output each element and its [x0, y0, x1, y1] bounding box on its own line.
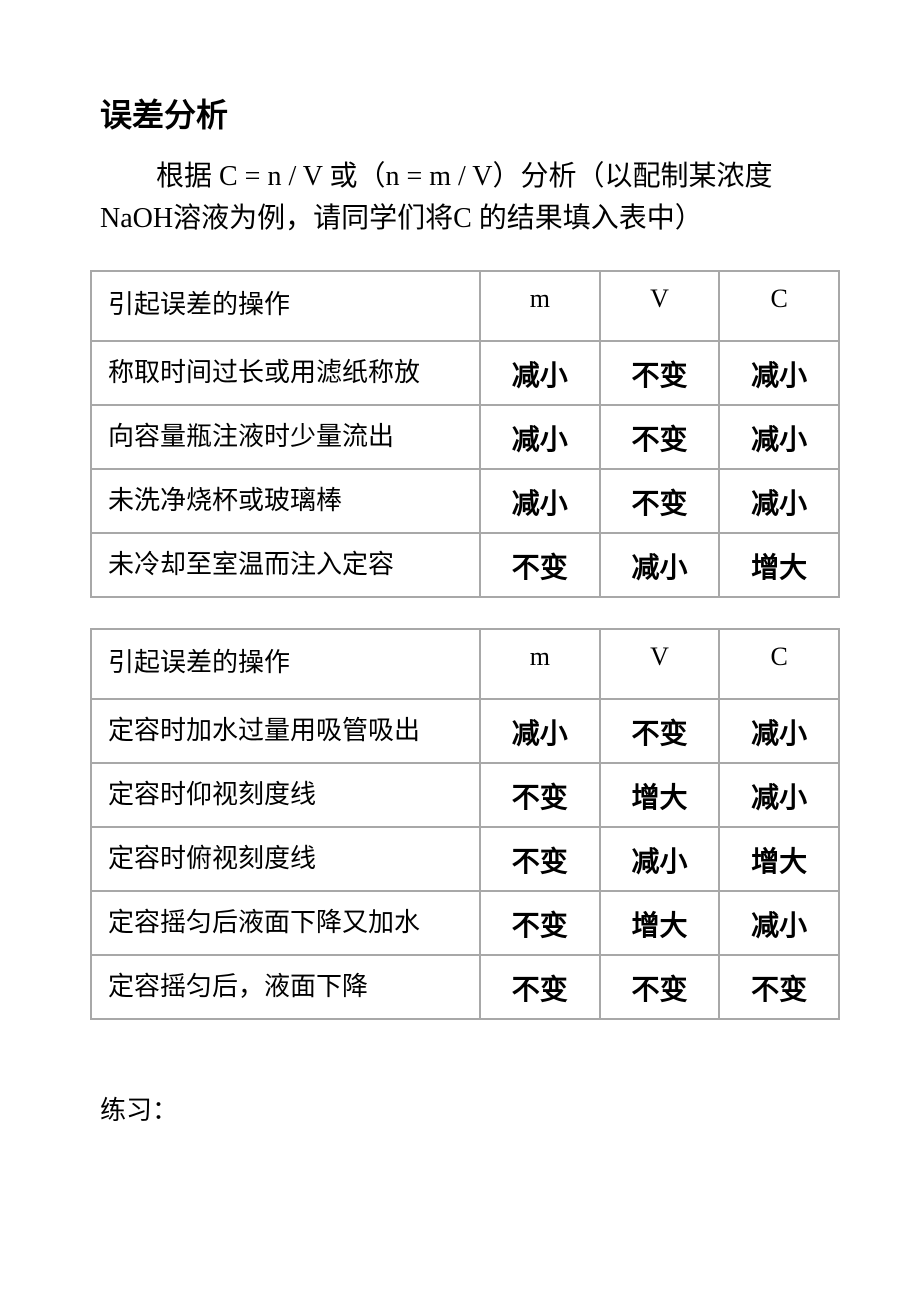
cell-operation: 定容摇匀后液面下降又加水	[91, 891, 480, 955]
cell-operation: 定容时俯视刻度线	[91, 827, 480, 891]
error-analysis-table-1: 引起误差的操作 m V C 称取时间过长或用滤纸称放 减小 不变 减小 向容量瓶…	[90, 270, 840, 598]
cell-c: 不变	[719, 955, 839, 1019]
cell-c: 增大	[719, 533, 839, 597]
practice-label: 练习：	[100, 1090, 840, 1127]
table-header-row: 引起误差的操作 m V C	[91, 629, 839, 699]
table-row: 定容时加水过量用吸管吸出 减小 不变 减小	[91, 699, 839, 763]
cell-c: 减小	[719, 763, 839, 827]
cell-m: 不变	[480, 763, 600, 827]
cell-v: 不变	[600, 955, 720, 1019]
header-m: m	[480, 271, 600, 341]
cell-c: 减小	[719, 891, 839, 955]
cell-m: 不变	[480, 891, 600, 955]
cell-operation: 未洗净烧杯或玻璃棒	[91, 469, 480, 533]
cell-operation: 向容量瓶注液时少量流出	[91, 405, 480, 469]
cell-c: 减小	[719, 341, 839, 405]
cell-operation: 定容摇匀后，液面下降	[91, 955, 480, 1019]
cell-operation: 定容时仰视刻度线	[91, 763, 480, 827]
cell-c: 减小	[719, 469, 839, 533]
error-analysis-table-2: 引起误差的操作 m V C 定容时加水过量用吸管吸出 减小 不变 减小 定容时仰…	[90, 628, 840, 1020]
table-row: 定容时俯视刻度线 不变 减小 增大	[91, 827, 839, 891]
cell-v: 增大	[600, 763, 720, 827]
cell-operation: 定容时加水过量用吸管吸出	[91, 699, 480, 763]
cell-c: 减小	[719, 699, 839, 763]
document-title: 误差分析	[100, 90, 840, 136]
cell-m: 减小	[480, 405, 600, 469]
cell-m: 不变	[480, 533, 600, 597]
cell-c: 减小	[719, 405, 839, 469]
cell-v: 不变	[600, 341, 720, 405]
header-v: V	[600, 629, 720, 699]
cell-v: 减小	[600, 533, 720, 597]
header-m: m	[480, 629, 600, 699]
header-c: C	[719, 271, 839, 341]
header-operation: 引起误差的操作	[91, 629, 480, 699]
cell-m: 减小	[480, 341, 600, 405]
header-v: V	[600, 271, 720, 341]
cell-m: 减小	[480, 469, 600, 533]
table-header-row: 引起误差的操作 m V C	[91, 271, 839, 341]
document-description: 根据 C = n / V 或（n = m / V）分析（以配制某浓度NaOH溶液…	[90, 156, 840, 240]
cell-v: 减小	[600, 827, 720, 891]
cell-v: 不变	[600, 469, 720, 533]
header-c: C	[719, 629, 839, 699]
cell-c: 增大	[719, 827, 839, 891]
table-row: 未洗净烧杯或玻璃棒 减小 不变 减小	[91, 469, 839, 533]
table-row: 定容摇匀后液面下降又加水 不变 增大 减小	[91, 891, 839, 955]
table-row: 未冷却至室温而注入定容 不变 减小 增大	[91, 533, 839, 597]
cell-m: 减小	[480, 699, 600, 763]
cell-v: 不变	[600, 405, 720, 469]
table-row: 定容摇匀后，液面下降 不变 不变 不变	[91, 955, 839, 1019]
table-row: 定容时仰视刻度线 不变 增大 减小	[91, 763, 839, 827]
cell-operation: 称取时间过长或用滤纸称放	[91, 341, 480, 405]
header-operation: 引起误差的操作	[91, 271, 480, 341]
table-row: 称取时间过长或用滤纸称放 减小 不变 减小	[91, 341, 839, 405]
cell-v: 增大	[600, 891, 720, 955]
table-row: 向容量瓶注液时少量流出 减小 不变 减小	[91, 405, 839, 469]
cell-m: 不变	[480, 955, 600, 1019]
cell-m: 不变	[480, 827, 600, 891]
cell-operation: 未冷却至室温而注入定容	[91, 533, 480, 597]
cell-v: 不变	[600, 699, 720, 763]
